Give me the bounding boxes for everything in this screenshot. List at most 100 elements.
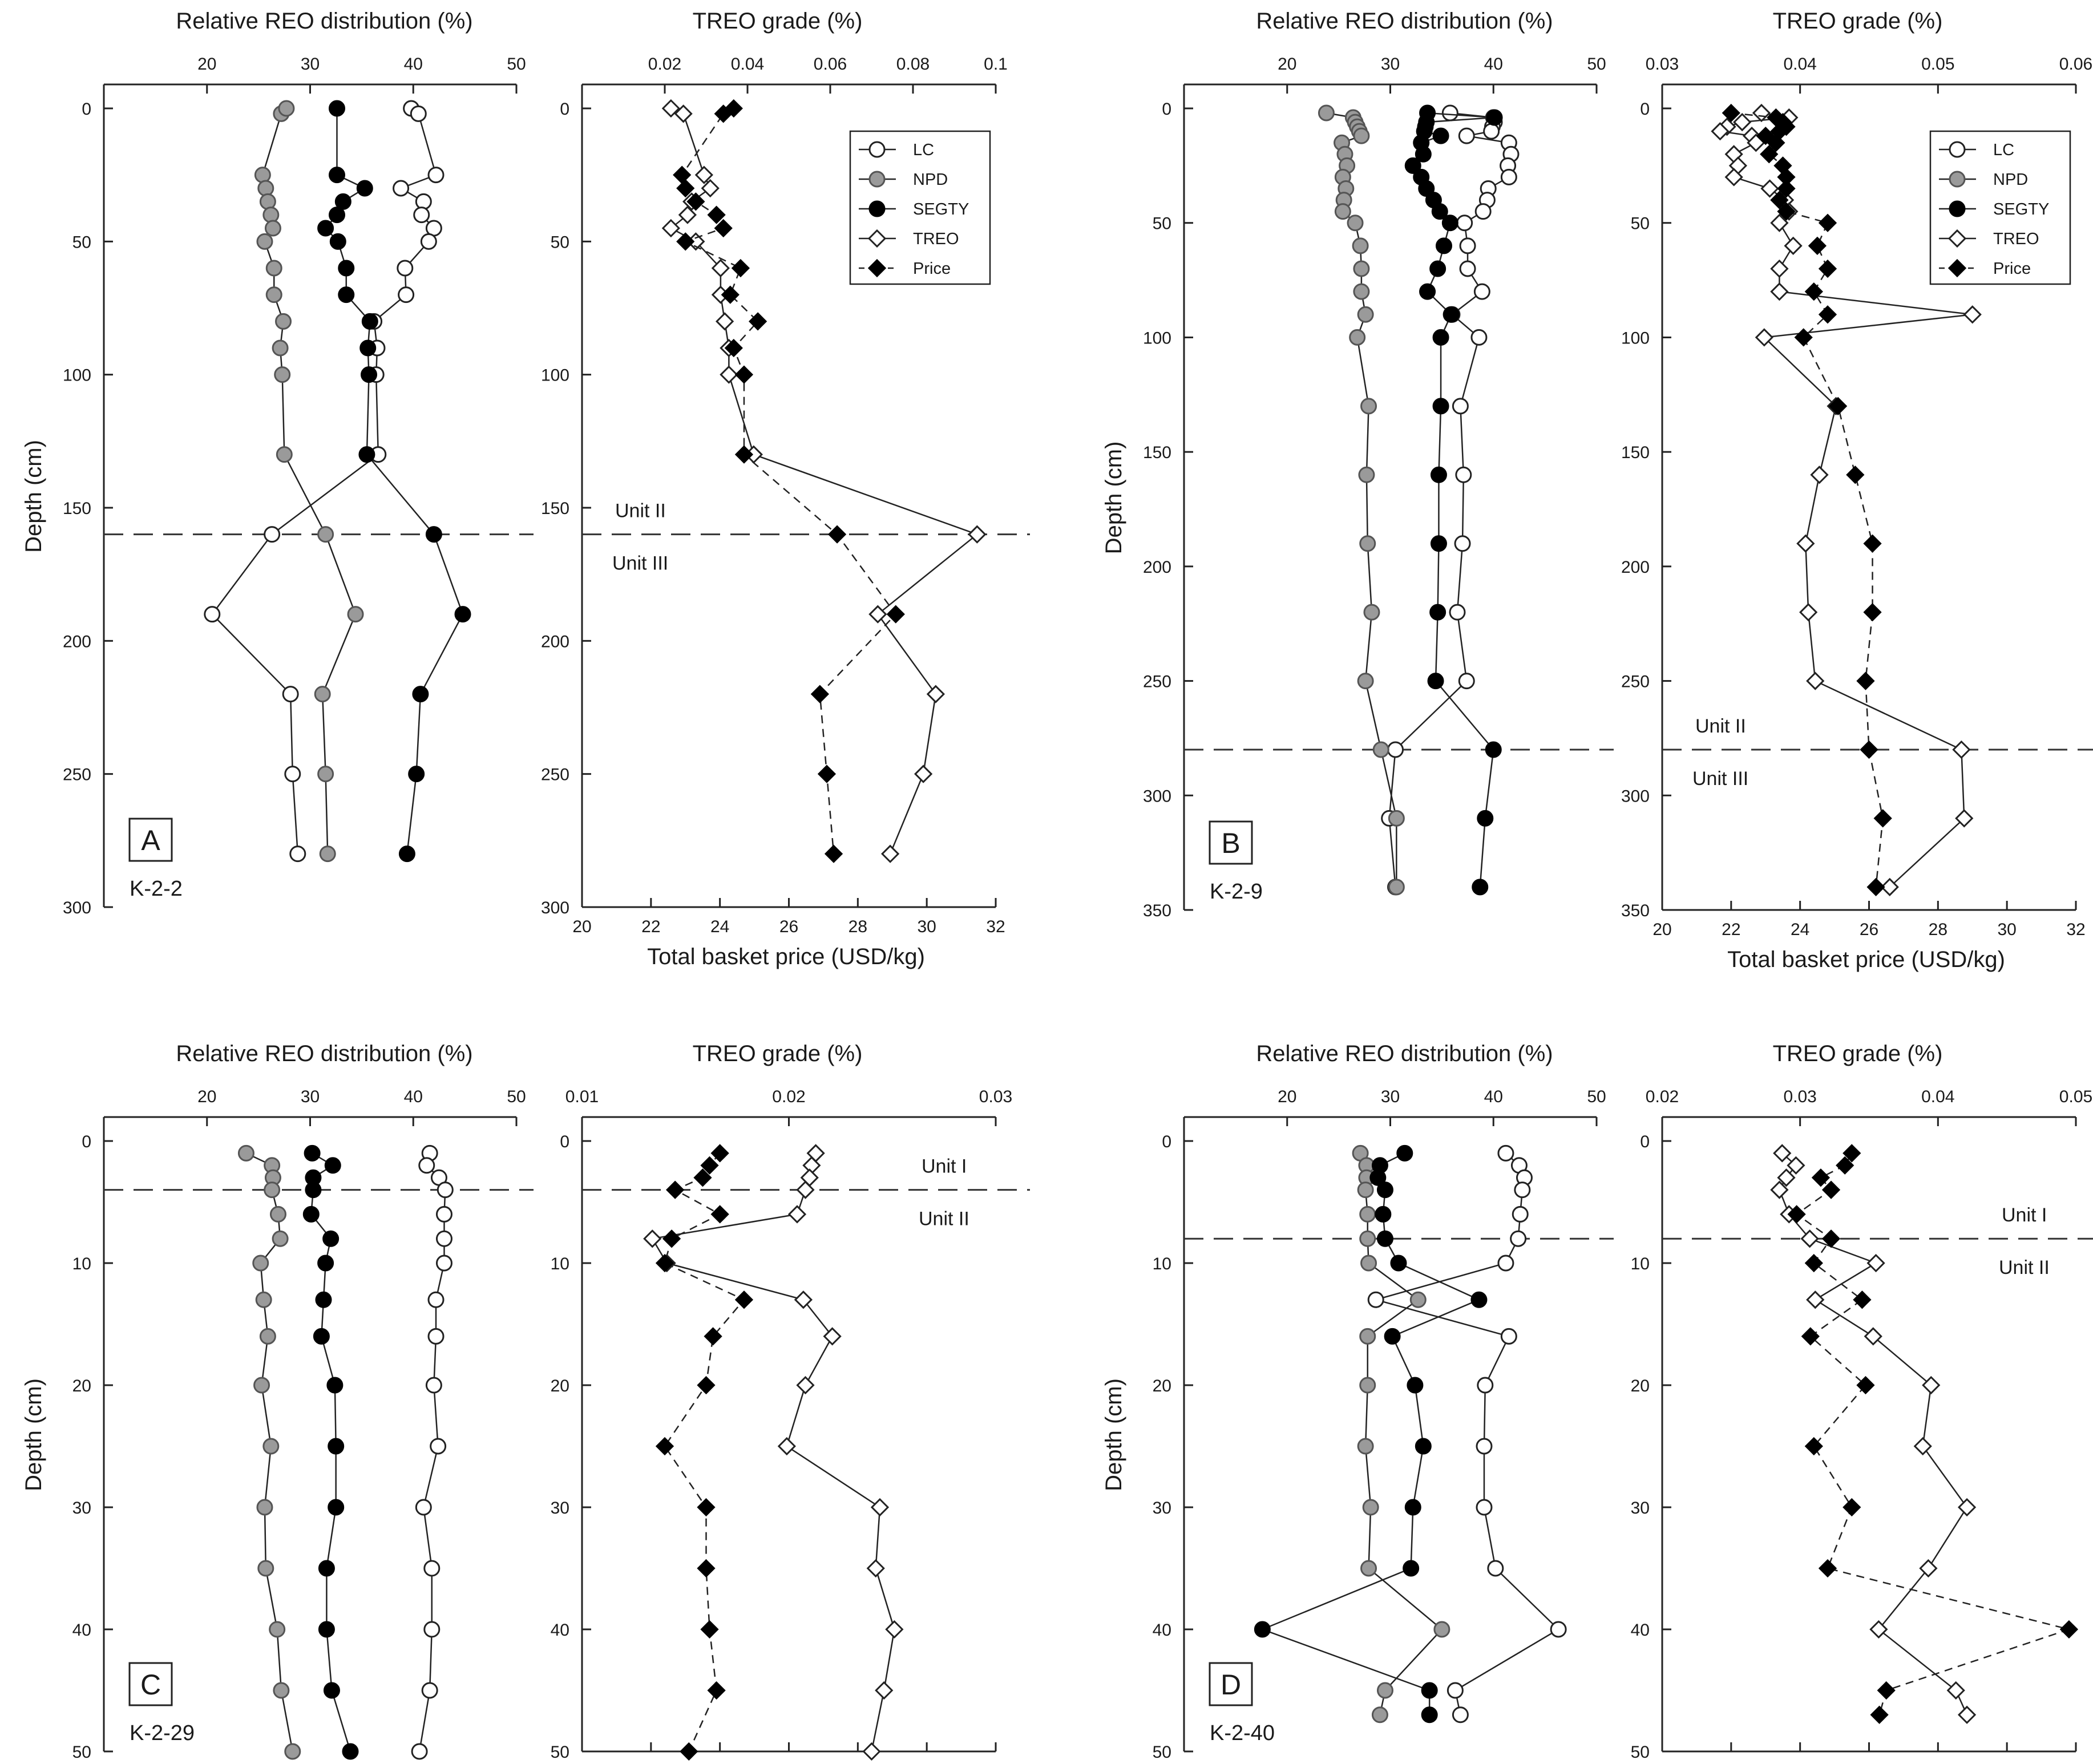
legend-label-Price: Price	[1993, 260, 2031, 278]
data-point-SEGTY	[328, 167, 345, 184]
x2-tick-label: 26	[1860, 1762, 1878, 1764]
data-point-SEGTY	[359, 339, 377, 357]
data-point-TREO	[1770, 282, 1789, 301]
data-point-LC	[410, 105, 427, 122]
data-point-LC	[1473, 283, 1490, 300]
y-tick-label: 150	[1621, 443, 1650, 462]
panel-label: C	[140, 1669, 161, 1701]
x2-tick-label: 32	[986, 917, 1005, 936]
data-point-LC	[1476, 1499, 1493, 1516]
data-point-Price	[1794, 328, 1813, 347]
data-point-LC	[1456, 215, 1473, 232]
data-point-LC	[413, 207, 430, 224]
unit-label-above: Unit I	[2002, 1204, 2047, 1226]
panel-label-box: A	[128, 818, 173, 862]
data-point-LC	[1497, 1255, 1514, 1272]
data-point-Price	[1856, 671, 1875, 690]
panel-C-left: 0 10 20 30 40 50 20 30 40 50 Relative REO distribu…	[21, 1041, 534, 1762]
y-tick-label: 100	[1621, 329, 1650, 347]
y-tick-label: 20	[1153, 1377, 1171, 1395]
y-tick-label: 10	[551, 1255, 569, 1273]
x-tick-label: 0.02	[772, 1087, 805, 1106]
data-point-TREO	[1784, 236, 1803, 255]
y-axis-title: Depth (cm)	[21, 440, 46, 553]
data-point-Price	[1877, 1681, 1896, 1700]
data-point-SEGTY	[358, 446, 375, 463]
data-point-Price	[731, 258, 750, 278]
x-tick-label: 0.02	[648, 55, 681, 74]
data-point-TREO	[701, 179, 720, 198]
y-tick-label: 20	[72, 1377, 91, 1395]
legend-marker-LC	[1949, 141, 1966, 158]
data-point-Price	[1808, 236, 1827, 255]
data-point-Price	[700, 1156, 719, 1175]
data-point-Price	[662, 1229, 681, 1248]
data-point-SEGTY	[1375, 1205, 1392, 1223]
data-point-TREO	[1806, 1290, 1825, 1309]
data-point-LC	[1459, 260, 1476, 277]
legend: LC NPD SEGTY TREO Price	[1929, 130, 2071, 285]
x2-tick-label: 30	[1997, 920, 2016, 939]
data-point-Price	[1811, 1168, 1831, 1187]
x-tick-label: 30	[1381, 55, 1400, 74]
y-tick-label: 50	[1153, 215, 1171, 233]
data-point-NPD	[1359, 1230, 1376, 1247]
data-point-LC	[423, 1621, 441, 1638]
y-tick-label: 200	[1621, 558, 1650, 577]
data-point-Price	[655, 1437, 674, 1456]
data-point-Price	[817, 764, 837, 783]
data-point-Price	[1801, 1327, 1820, 1346]
x-axis-title: TREO grade (%)	[693, 1041, 863, 1066]
data-point-Price	[697, 1559, 716, 1578]
data-point-Price	[1821, 1180, 1841, 1199]
data-point-NPD	[1376, 1682, 1393, 1699]
data-point-NPD	[259, 1328, 276, 1345]
data-point-TREO	[881, 844, 900, 863]
data-point-TREO	[968, 525, 987, 544]
data-point-NPD	[1353, 283, 1370, 300]
panel-C-right: 0 10 20 30 40 50 0.01 0.02 0.03 TREO grade (%) 20 2…	[551, 1041, 1030, 1764]
data-point-Price	[1777, 202, 1796, 221]
panel-label-box: D	[1209, 1662, 1253, 1706]
data-point-NPD	[1357, 306, 1374, 323]
data-point-TREO	[1770, 259, 1789, 278]
x2-tick-label: 22	[1722, 920, 1740, 939]
data-point-Price	[707, 1681, 726, 1700]
x-tick-label: 30	[301, 55, 320, 74]
data-point-SEGTY	[361, 313, 378, 330]
data-point-SEGTY	[1384, 1328, 1401, 1345]
x2-tick-label: 26	[779, 1762, 798, 1764]
data-point-LC	[427, 167, 445, 184]
data-point-NPD	[1359, 535, 1376, 552]
x-tick-label: 50	[507, 1087, 526, 1106]
x-tick-label: 20	[197, 1087, 216, 1106]
unit-label-above: Unit II	[1695, 715, 1746, 737]
data-point-TREO	[796, 1180, 815, 1199]
data-point-LC	[435, 1230, 452, 1247]
data-point-SEGTY	[317, 1255, 334, 1272]
panel-label-frame	[128, 818, 173, 862]
data-point-TREO	[1800, 1229, 1819, 1248]
data-point-Price	[824, 844, 843, 863]
data-point-SEGTY	[1477, 810, 1494, 827]
data-point-LC	[1487, 1560, 1504, 1577]
y-tick-label: 30	[72, 1499, 91, 1518]
data-point-SEGTY	[1470, 1291, 1488, 1308]
x2-tick-label: 20	[572, 1762, 591, 1764]
data-point-LC	[1512, 1205, 1529, 1223]
data-point-TREO	[661, 99, 680, 118]
x-tick-label: 40	[1484, 55, 1503, 74]
x-axis-title: TREO grade (%)	[1773, 1041, 1943, 1066]
data-point-TREO	[1711, 122, 1730, 141]
legend-label-SEGTY: SEGTY	[1993, 200, 2049, 219]
data-point-LC	[1474, 203, 1492, 220]
unit-label-above: Unit I	[922, 1156, 967, 1178]
data-point-LC	[421, 1682, 438, 1699]
data-point-Price	[697, 1375, 716, 1395]
series-line-NPD	[1326, 112, 1397, 887]
x2-tick-label: 24	[1791, 1762, 1809, 1764]
data-point-SEGTY	[1369, 1169, 1387, 1186]
data-point-SEGTY	[1435, 237, 1452, 254]
panel-label: D	[1221, 1669, 1241, 1701]
data-point-Price	[1821, 1229, 1841, 1248]
